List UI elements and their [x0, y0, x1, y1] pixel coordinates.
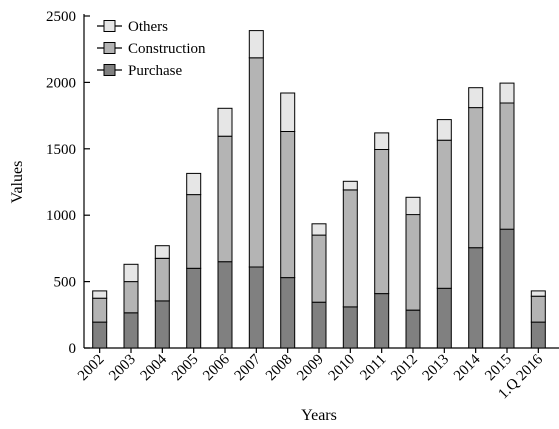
legend-swatch [103, 42, 116, 54]
bar-purchase [468, 247, 484, 349]
bar-construction [374, 149, 390, 295]
bar-others [436, 119, 452, 141]
bar-construction [248, 57, 264, 268]
bar-construction [436, 139, 452, 289]
bar-others [186, 172, 202, 196]
y-axis-label: Values [9, 161, 26, 204]
x-tick-label: 2002 [75, 352, 108, 385]
bar-purchase [123, 312, 139, 349]
bar-construction [92, 297, 108, 323]
x-tick-label: 2005 [169, 352, 202, 385]
x-tick-label: 2011 [357, 352, 389, 384]
legend-item-construction: Construction [97, 41, 206, 57]
x-tick-label: 2004 [138, 351, 171, 384]
bar-construction [499, 102, 515, 230]
bar-others [248, 30, 264, 59]
x-tick-label: 2010 [326, 352, 359, 385]
bar-others [92, 290, 108, 299]
x-tick-label: 2007 [232, 351, 265, 384]
bar-others [217, 107, 233, 137]
legend: Others Construction Purchase [97, 19, 206, 79]
y-tick-label: 0 [69, 341, 77, 357]
y-tick-label: 2500 [46, 9, 76, 25]
x-axis-label: Years [301, 407, 337, 424]
bar-purchase [499, 228, 515, 349]
bar-others [123, 263, 139, 283]
y-tick-label: 2000 [46, 75, 76, 91]
bar-others [374, 132, 390, 150]
bar-purchase [374, 293, 390, 349]
x-tick-label: 2003 [106, 352, 139, 385]
bar-construction [123, 281, 139, 314]
bar-construction [468, 107, 484, 249]
bar-construction [154, 257, 170, 302]
bar-construction [342, 189, 358, 308]
bar-purchase [311, 301, 327, 349]
y-tick-labels: 0 500 1000 1500 2000 2500 [46, 9, 76, 357]
y-tick-label: 1500 [46, 142, 76, 158]
legend-label: Construction [128, 41, 206, 57]
bar-others [342, 180, 358, 191]
legend-item-purchase: Purchase [97, 63, 182, 79]
x-tick-label: 2013 [420, 352, 453, 385]
bar-purchase [405, 309, 421, 349]
bar-others [154, 245, 170, 259]
bar-construction [530, 295, 546, 323]
x-tick-label: 2012 [388, 352, 421, 385]
bar-others [530, 290, 546, 297]
bar-purchase [217, 261, 233, 349]
bar-others [311, 223, 327, 236]
bar-construction [405, 214, 421, 311]
legend-swatch [103, 20, 116, 32]
x-tick-label: 2009 [294, 352, 327, 385]
bar-purchase [92, 321, 108, 349]
bar-purchase [248, 266, 264, 349]
bar-others [280, 92, 296, 132]
x-tick-label: 2006 [200, 351, 233, 384]
legend-item-others: Others [97, 19, 168, 35]
bar-construction [311, 234, 327, 303]
bar-purchase [436, 287, 452, 349]
bar-construction [186, 194, 202, 269]
bar-others [499, 82, 515, 104]
bar-purchase [280, 277, 296, 349]
bar-purchase [530, 321, 546, 349]
y-tick-label: 500 [54, 275, 77, 291]
bar-others [468, 87, 484, 109]
bar-construction [280, 131, 296, 279]
bar-others [405, 196, 421, 216]
bars [92, 30, 546, 349]
legend-label: Purchase [128, 63, 182, 79]
bar-construction [217, 135, 233, 263]
bar-purchase [154, 300, 170, 349]
bar-purchase [186, 267, 202, 349]
legend-swatch [103, 64, 116, 76]
x-tick-label: 2014 [451, 351, 484, 384]
bar-purchase [342, 306, 358, 349]
x-tick-label: 2008 [263, 352, 296, 385]
y-tick-label: 1000 [46, 208, 76, 224]
legend-label: Others [128, 19, 168, 35]
